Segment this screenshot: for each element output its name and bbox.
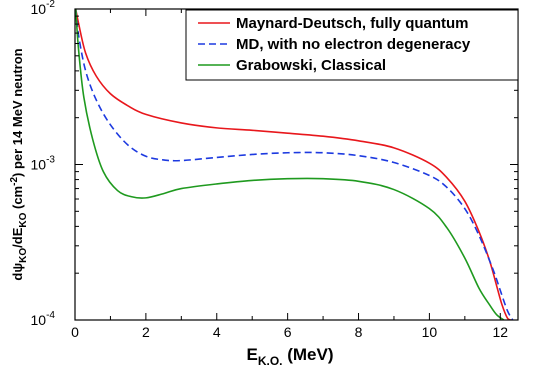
legend-label-3: Grabowski, Classical	[236, 57, 386, 74]
x-axis-label-main: E	[247, 345, 258, 364]
y-axis-label-part2: /dE	[10, 227, 25, 248]
series-line-2	[75, 9, 514, 320]
y-axis-label-part4: ) per 14 MeV neutron	[10, 48, 25, 177]
y-axis-label-sub1: KO	[18, 248, 29, 263]
x-tick-label: 12	[492, 324, 508, 340]
x-tick-label: 10	[422, 324, 438, 340]
x-axis-label-sub: K.O.	[258, 354, 283, 368]
y-tick-label: 10-4	[31, 310, 56, 328]
series-line-3	[75, 9, 505, 320]
x-tick-label: 0	[71, 324, 79, 340]
y-tick-label: 10-2	[31, 0, 56, 17]
legend-label-1: Maynard-Deutsch, fully quantum	[236, 15, 469, 32]
series-layer	[75, 9, 514, 320]
x-tick-label: 2	[142, 324, 150, 340]
y-axis-label-sup: -2	[9, 177, 20, 186]
y-axis-label-part1: dψ	[10, 263, 25, 281]
y-axis-label-sub2: KO	[18, 212, 29, 227]
x-tick-label: 6	[284, 324, 292, 340]
y-axis-label: dψKO/dEKO (cm-2) per 14 MeV neutron	[9, 48, 29, 280]
y-axis-label-part3: (cm	[10, 186, 25, 213]
x-axis-label-unit: (MeV)	[283, 345, 334, 364]
x-tick-label: 4	[213, 324, 221, 340]
x-axis-label: EK.O. (MeV)	[247, 345, 334, 368]
legend-label-2: MD, with no electron degeneracy	[236, 36, 471, 53]
legend: Maynard-Deutsch, fully quantum MD, with n…	[185, 9, 519, 81]
x-tick-label: 8	[355, 324, 363, 340]
legend-box	[185, 9, 519, 81]
y-tick-label: 10-3	[31, 155, 56, 173]
